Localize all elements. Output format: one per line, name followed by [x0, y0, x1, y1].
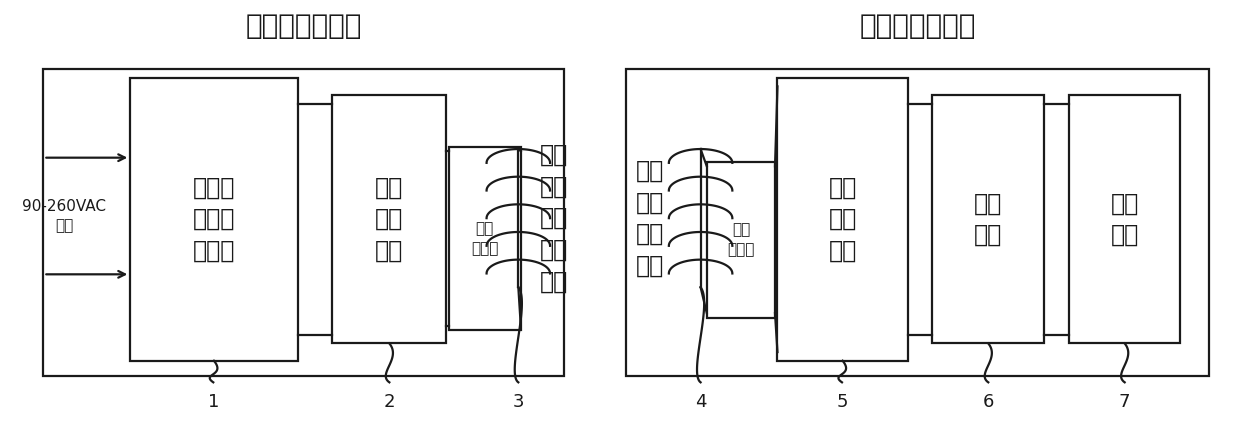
- Bar: [707, 162, 775, 318]
- Text: 高频
高电压: 高频 高电压: [471, 221, 498, 256]
- Bar: [332, 95, 446, 343]
- Bar: [932, 95, 1044, 343]
- Bar: [1069, 95, 1180, 343]
- Bar: [777, 78, 908, 361]
- Text: 无线充电发射端: 无线充电发射端: [246, 12, 362, 40]
- Text: 充电
电池: 充电 电池: [1111, 191, 1138, 247]
- Text: 90-260VAC
输入: 90-260VAC 输入: [22, 199, 107, 233]
- Text: 多路
无线
充电
发射
线圈: 多路 无线 充电 发射 线圈: [539, 143, 568, 293]
- Text: 6: 6: [982, 393, 994, 411]
- Text: 无线
充电
接收
线圈: 无线 充电 接收 线圈: [636, 159, 663, 278]
- Text: 第一
变换
电路: 第一 变换 电路: [376, 176, 403, 263]
- Text: 无线充电接收端: 无线充电接收端: [859, 12, 976, 40]
- Text: 3: 3: [512, 393, 525, 411]
- Bar: [449, 147, 521, 330]
- Text: 高频
低电压: 高频 低电压: [727, 222, 755, 257]
- Text: 充电
电路: 充电 电路: [975, 191, 1002, 247]
- Bar: [43, 69, 564, 376]
- Bar: [130, 78, 298, 361]
- Text: 滤波及
第一整
流电路: 滤波及 第一整 流电路: [192, 176, 236, 263]
- Text: 2: 2: [383, 393, 396, 411]
- Bar: [626, 69, 1209, 376]
- Text: 7: 7: [1118, 393, 1131, 411]
- Text: 1: 1: [207, 393, 219, 411]
- Text: 第二
整流
电路: 第二 整流 电路: [828, 176, 857, 263]
- Text: 4: 4: [694, 393, 707, 411]
- Text: 5: 5: [836, 393, 848, 411]
